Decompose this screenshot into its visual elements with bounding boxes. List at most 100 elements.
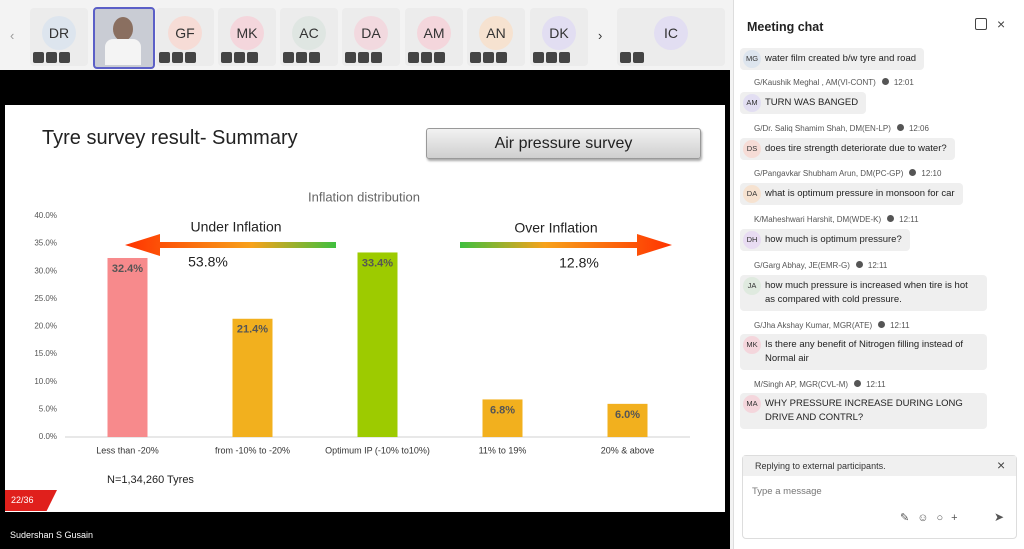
y-tick-label: 0.0% <box>39 432 57 441</box>
status-icon <box>546 52 557 63</box>
status-icon <box>172 52 183 63</box>
avatar: DA <box>743 185 761 203</box>
message-text: WHY PRESSURE INCREASE DURING LONG DRIVE … <box>765 398 963 423</box>
bar <box>107 257 148 437</box>
external-icon <box>855 261 863 268</box>
message-meta: G/Pangavkar Shubham Arun, DM(PC-GP) 12:10 <box>754 169 941 178</box>
time: 12:10 <box>921 169 942 178</box>
status-icon <box>59 52 70 63</box>
external-icon <box>896 124 904 131</box>
prev-button[interactable]: ‹ <box>10 28 15 43</box>
next-button[interactable]: › <box>598 28 603 43</box>
participant-tile[interactable]: GF <box>156 8 214 66</box>
slide-button: Air pressure survey <box>426 128 701 159</box>
y-tick-label: 30.0% <box>34 266 57 275</box>
status-icon <box>533 52 544 63</box>
status-icon <box>633 52 644 63</box>
status-icon <box>296 52 307 63</box>
x-tick-label: Less than -20% <box>96 445 159 455</box>
message-text: what is optimum pressure in monsoon for … <box>765 188 955 199</box>
status-icon <box>159 52 170 63</box>
x-tick-label: 20% & above <box>601 445 655 455</box>
message-input[interactable]: Type a message <box>752 486 822 497</box>
participant-tile[interactable]: DA <box>342 8 400 66</box>
message: AM TURN WAS BANGED <box>740 92 867 114</box>
status-icon <box>185 52 196 63</box>
send-button[interactable]: ➤ <box>994 510 1005 524</box>
participant-tile[interactable]: AM <box>405 8 463 66</box>
message-meta: G/Dr. Saliq Shamim Shah, DM(EN-LP) 12:06 <box>754 124 929 133</box>
value-label: 33.4% <box>362 257 393 269</box>
external-icon <box>878 321 886 328</box>
participant-tile[interactable]: MK <box>218 8 276 66</box>
participant-tile[interactable]: AC <box>280 8 338 66</box>
avatar: IC <box>654 16 688 50</box>
external-icon <box>909 169 917 176</box>
message-meta: G/Kaushik Meghal , AM(VI-CONT) 12:01 <box>754 78 914 87</box>
message: DA what is optimum pressure in monsoon fo… <box>740 183 963 205</box>
avatar: MA <box>743 395 761 413</box>
sender: G/Pangavkar Shubham Arun, DM(PC-GP) <box>754 169 904 178</box>
message-meta: G/Garg Abhay, JE(EMR-G) 12:11 <box>754 261 887 270</box>
y-tick-label: 25.0% <box>34 294 57 303</box>
participant-tile[interactable]: DK <box>530 8 588 66</box>
participant-tile[interactable]: AN <box>467 8 525 66</box>
status-icon <box>46 52 57 63</box>
compose-tools[interactable]: ✎☺○+ <box>900 512 966 524</box>
time: 12:01 <box>893 78 914 87</box>
y-tick-label: 10.0% <box>34 377 57 386</box>
annotation: Over Inflation <box>514 220 597 236</box>
sender: M/Singh AP, MGR(CVL-M) <box>754 380 849 389</box>
message: MK Is there any benefit of Nitrogen filli… <box>740 334 987 370</box>
message: MA WHY PRESSURE INCREASE DURING LONG DRIV… <box>740 393 987 429</box>
avatar: DS <box>743 140 761 158</box>
message-text: Is there any benefit of Nitrogen filling… <box>765 339 964 364</box>
dismiss-button[interactable]: × <box>997 457 1006 473</box>
sender: G/Jha Akshay Kumar, MGR(ATE) <box>754 321 873 330</box>
external-icon <box>887 215 895 222</box>
avatar: JA <box>743 277 761 295</box>
avatar: DA <box>354 16 388 50</box>
x-tick-label: from -10% to -20% <box>215 445 290 455</box>
sender: G/Dr. Saliq Shamim Shah, DM(EN-LP) <box>754 124 891 133</box>
popout-button[interactable] <box>975 18 987 30</box>
chart-title: Inflation distribution <box>308 189 420 204</box>
over-arrow <box>460 234 672 256</box>
status-icon <box>483 52 494 63</box>
x-tick-label: Optimum IP (-10% to10%) <box>325 445 430 455</box>
sender: G/Garg Abhay, JE(EMR-G) <box>754 261 850 270</box>
status-icon <box>620 52 631 63</box>
annotation: 53.8% <box>188 254 228 270</box>
presenter-name: Sudershan S Gusain <box>10 530 94 540</box>
message-meta: G/Jha Akshay Kumar, MGR(ATE) 12:11 <box>754 321 910 330</box>
chart: Inflation distribution 0.0% 5.0% 10.0% 15.0… <box>34 189 690 486</box>
time: 12:11 <box>899 215 919 224</box>
status-icon <box>559 52 570 63</box>
avatar: MK <box>743 336 761 354</box>
avatar: MG <box>743 50 761 68</box>
reply-banner <box>743 456 1016 476</box>
close-button[interactable]: × <box>997 16 1006 32</box>
avatar: AM <box>743 94 761 112</box>
under-arrow <box>125 234 336 256</box>
status-icon <box>247 52 258 63</box>
slide-title: Tyre survey result- Summary <box>42 127 298 149</box>
message: DS does tire strength deteriorate due to … <box>740 138 955 160</box>
avatar: MK <box>230 16 264 50</box>
message: JA how much pressure is increased when ti… <box>740 275 987 311</box>
status-icon <box>470 52 481 63</box>
message-text: water film created b/w tyre and road <box>765 53 917 64</box>
participant-tile[interactable]: IC <box>617 8 725 66</box>
time: 12:11 <box>890 321 910 330</box>
bar <box>357 252 398 437</box>
annotation: N=1,34,260 Tyres <box>107 474 194 486</box>
status-icon <box>408 52 419 63</box>
avatar: AM <box>417 16 451 50</box>
face <box>113 17 133 41</box>
status-icon <box>345 52 356 63</box>
participant-video[interactable] <box>93 7 155 69</box>
status-icon <box>309 52 320 63</box>
participant-tile[interactable]: DR <box>30 8 88 66</box>
y-tick-label: 20.0% <box>34 322 57 331</box>
message-text: how much is optimum pressure? <box>765 234 902 245</box>
